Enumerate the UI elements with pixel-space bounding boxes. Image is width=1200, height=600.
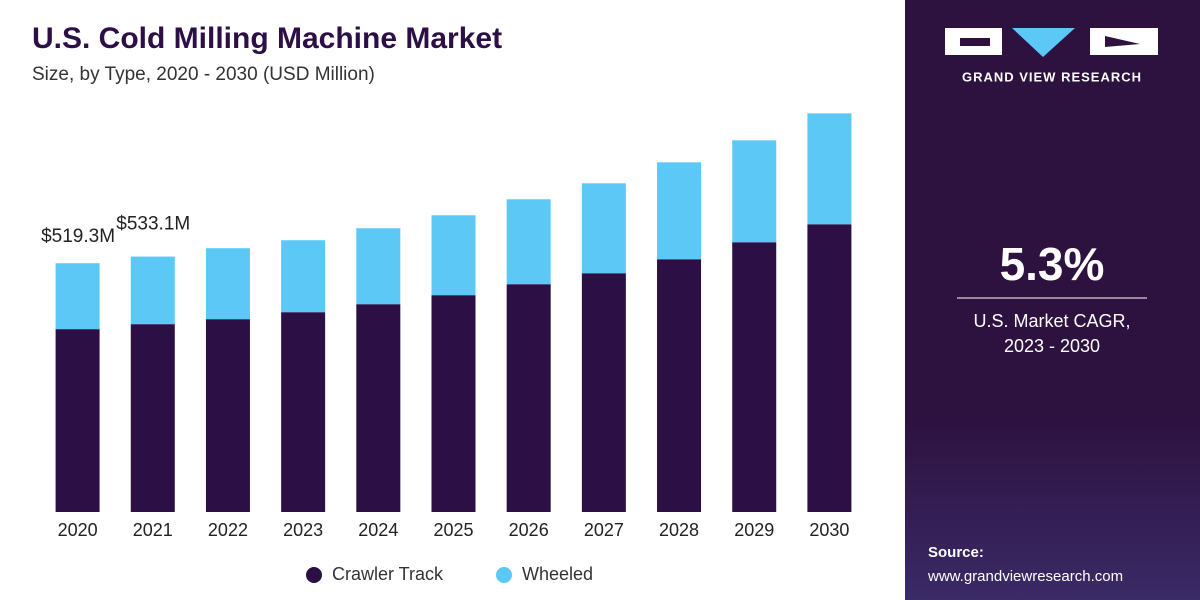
bar-segment (732, 140, 777, 243)
bar-segment (431, 215, 476, 296)
x-tick-label: 2023 (283, 520, 323, 540)
bar-segment (807, 113, 852, 225)
legend-swatch (496, 567, 512, 583)
bar-segment (356, 304, 401, 512)
cagr-label: U.S. Market CAGR, (973, 311, 1130, 331)
x-tick-label: 2021 (133, 520, 173, 540)
chart-title: U.S. Cold Milling Machine Market (32, 22, 502, 55)
bar-segment (55, 263, 100, 330)
bar-segment (657, 162, 702, 260)
legend-label: Crawler Track (332, 564, 444, 584)
x-tick-label: 2028 (659, 520, 699, 540)
bar-segment (581, 273, 626, 512)
chart-subtitle: Size, by Type, 2020 - 2030 (USD Million) (32, 64, 375, 85)
bar-segment (130, 324, 175, 512)
legend-swatch (306, 567, 322, 583)
bar-segment (55, 329, 100, 512)
x-tick-label: 2025 (433, 520, 473, 540)
logo-g (945, 28, 1002, 55)
source-label: Source: (928, 544, 984, 561)
logo (945, 28, 1158, 57)
cagr-value: 5.3% (1000, 238, 1105, 290)
bar-segment (356, 228, 401, 305)
x-tick-label: 2022 (208, 520, 248, 540)
total-label: $533.1M (116, 214, 190, 235)
bar-segment (506, 199, 551, 285)
bar-segment (281, 240, 326, 313)
cagr-period: 2023 - 2030 (1004, 336, 1100, 356)
logo-r (1090, 28, 1158, 55)
bar-segment (657, 259, 702, 512)
logo-v (1012, 28, 1075, 57)
legend-label: Wheeled (522, 564, 593, 584)
bar-segment (581, 183, 626, 274)
bar-segment (506, 284, 551, 512)
x-tick-label: 2027 (584, 520, 624, 540)
x-tick-label: 2020 (58, 520, 98, 540)
source-url: www.grandviewresearch.com (927, 568, 1123, 585)
bar-segment (130, 256, 175, 325)
bar-segment (205, 248, 250, 320)
bar-segment (205, 319, 250, 512)
bar-segment (732, 242, 777, 512)
x-tick-label: 2030 (809, 520, 849, 540)
bar-segment (431, 295, 476, 512)
brand-name: GRAND VIEW RESEARCH (962, 69, 1142, 84)
total-label: $519.3M (41, 226, 115, 247)
x-tick-label: 2024 (358, 520, 398, 540)
x-tick-label: 2026 (509, 520, 549, 540)
sidebar-background (905, 0, 1200, 600)
bar-segment (807, 224, 852, 512)
bar-segment (281, 312, 326, 512)
x-tick-label: 2029 (734, 520, 774, 540)
